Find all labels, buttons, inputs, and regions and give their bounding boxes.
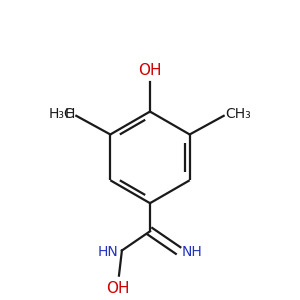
Text: OH: OH [138, 63, 162, 78]
Text: H: H [64, 107, 75, 122]
Text: CH₃: CH₃ [225, 107, 251, 122]
Text: NH: NH [182, 245, 203, 259]
Text: OH: OH [106, 281, 129, 296]
Text: HN: HN [98, 245, 118, 259]
Text: H₃C: H₃C [49, 107, 75, 122]
